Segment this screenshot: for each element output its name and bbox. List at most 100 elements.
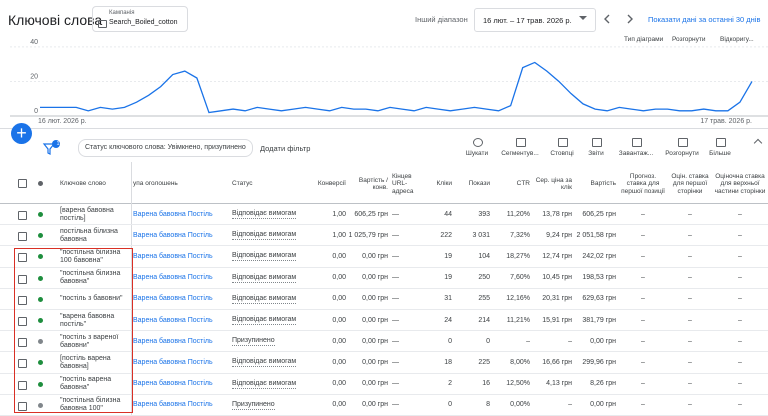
metric-cell: 15,91 грн bbox=[532, 310, 572, 331]
chart-tab[interactable]: Тип діаграми bbox=[624, 36, 664, 43]
ad-group-cell[interactable]: Варена бавовна Постіль bbox=[133, 246, 228, 267]
column-header[interactable]: Вартість bbox=[590, 180, 616, 188]
toolbar-label[interactable]: Розгорнути bbox=[665, 150, 699, 157]
ad-group-cell-text[interactable]: Варена бавовна Постіль bbox=[133, 210, 213, 218]
metric-cell-text: 20,31 грн bbox=[542, 295, 572, 303]
chart-tab[interactable]: Відкоригу... bbox=[720, 36, 754, 43]
row-checkbox[interactable] bbox=[18, 359, 27, 369]
status-cell[interactable]: Відповідає вимогам bbox=[232, 289, 308, 310]
add-button[interactable]: + bbox=[11, 123, 32, 144]
column-header[interactable]: Покази bbox=[468, 180, 490, 188]
status-cell-text[interactable]: Відповідає вимогам bbox=[232, 231, 297, 241]
ad-group-cell-text[interactable]: Варена бавовна Постіль bbox=[133, 337, 213, 345]
toolbar-label[interactable]: Завантаж... bbox=[618, 150, 654, 157]
metric-cell-text: 0,00 bbox=[332, 358, 346, 366]
collapse-icon[interactable] bbox=[753, 138, 763, 148]
column-header[interactable]: Сер. ціна за клік bbox=[535, 176, 572, 192]
metric-cell-text: – bbox=[738, 358, 742, 366]
row-checkbox[interactable] bbox=[18, 317, 27, 326]
status-cell-text[interactable]: Відповідає вимогам bbox=[232, 316, 297, 326]
toolbar-label[interactable]: Шукати bbox=[465, 150, 489, 157]
status-cell-text[interactable]: Призупинено bbox=[232, 400, 275, 410]
ad-group-cell[interactable]: Варена бавовна Постіль bbox=[133, 395, 228, 416]
keyword-cell-text: "постільна білизна 100 бавовна" bbox=[60, 248, 121, 264]
status-cell[interactable]: Відповідає вимогам bbox=[232, 268, 308, 289]
metric-cell-text: – bbox=[641, 274, 645, 282]
ad-group-cell[interactable]: Варена бавовна Постіль bbox=[133, 268, 228, 289]
column-header[interactable]: Статус bbox=[232, 180, 253, 188]
status-cell-text[interactable]: Відповідає вимогам bbox=[232, 379, 297, 389]
metric-cell: 10,45 грн bbox=[532, 268, 572, 289]
period-arrows[interactable] bbox=[600, 12, 640, 26]
prev-arrow[interactable] bbox=[604, 14, 610, 24]
toolbar-label[interactable]: Стовпці bbox=[550, 150, 574, 157]
ad-group-cell-text[interactable]: Варена бавовна Постіль bbox=[133, 274, 213, 282]
metric-cell: – bbox=[620, 246, 666, 267]
ad-group-cell-text[interactable]: Варена бавовна Постіль bbox=[133, 231, 213, 239]
filter-chip[interactable]: Статус ключового слова: Увімкнено, призу… bbox=[78, 139, 253, 157]
chart-tab[interactable]: Розгорнути bbox=[672, 36, 706, 43]
column-header[interactable]: Кліки bbox=[436, 180, 453, 188]
ad-group-cell[interactable]: Варена бавовна Постіль bbox=[133, 331, 228, 352]
metric-cell-text: — bbox=[392, 401, 399, 409]
status-cell[interactable]: Відповідає вимогам bbox=[232, 204, 308, 225]
column-header[interactable]: Прогноз. ставка для першої позиції bbox=[621, 172, 665, 195]
ad-group-cell[interactable]: Варена бавовна Постіль bbox=[133, 310, 228, 331]
status-cell[interactable]: Призупинено bbox=[232, 395, 308, 416]
column-header[interactable]: Конверсії bbox=[317, 180, 346, 188]
ad-group-cell-text[interactable]: Варена бавовна Постіль bbox=[133, 401, 213, 409]
toolbar-label[interactable]: Більше bbox=[709, 150, 731, 157]
status-cell-text[interactable]: Відповідає вимогам bbox=[232, 273, 297, 283]
status-cell-text[interactable]: Призупинено bbox=[232, 337, 275, 347]
column-header[interactable]: Оціночна ставка для верхньої частини сто… bbox=[714, 172, 766, 195]
row-checkbox[interactable] bbox=[18, 338, 27, 348]
next-arrow[interactable] bbox=[627, 14, 633, 24]
row-checkbox[interactable] bbox=[18, 232, 27, 242]
ad-group-cell[interactable]: Варена бавовна Постіль bbox=[133, 289, 228, 310]
status-cell[interactable]: Відповідає вимогам bbox=[232, 374, 308, 395]
column-header[interactable]: Оцін. ставка для першої сторінки bbox=[671, 172, 709, 195]
last-30-link[interactable]: Показати дані за останні 30 днів bbox=[648, 15, 761, 24]
column-header[interactable]: Ключове слово bbox=[60, 180, 106, 188]
ad-group-cell-text[interactable]: Варена бавовна Постіль bbox=[133, 316, 213, 324]
ad-group-cell-text[interactable]: Варена бавовна Постіль bbox=[133, 252, 213, 260]
add-filter[interactable]: Додати фільтр bbox=[260, 144, 311, 153]
ad-group-cell[interactable]: Варена бавовна Постіль bbox=[133, 204, 228, 225]
status-cell-text[interactable]: Відповідає вимогам bbox=[232, 210, 297, 220]
status-cell[interactable]: Призупинено bbox=[232, 331, 308, 352]
row-checkbox[interactable] bbox=[18, 211, 27, 220]
row-checkbox[interactable] bbox=[18, 274, 27, 284]
metric-cell: – bbox=[668, 374, 712, 395]
metric-cell: 24 bbox=[424, 310, 452, 331]
column-header[interactable]: Кінцев URL-адреса bbox=[392, 172, 414, 195]
ad-group-cell[interactable]: Варена бавовна Постіль bbox=[133, 352, 228, 373]
ad-group-cell-text[interactable]: Варена бавовна Постіль bbox=[133, 380, 213, 388]
row-checkbox[interactable] bbox=[18, 295, 27, 305]
header-checkbox[interactable] bbox=[18, 179, 27, 188]
date-dropdown[interactable]: 16 лют. – 17 трав. 2026 р. bbox=[474, 8, 596, 32]
column-header[interactable]: CTR bbox=[516, 180, 530, 188]
metric-cell: – bbox=[714, 310, 766, 331]
status-cell[interactable]: Відповідає вимогам bbox=[232, 352, 308, 373]
row-checkbox[interactable] bbox=[18, 253, 27, 263]
ad-group-cell[interactable]: Варена бавовна Постіль bbox=[133, 374, 228, 395]
toolbar-label[interactable]: Сегментув... bbox=[501, 150, 539, 157]
column-header[interactable]: упа оголошень bbox=[133, 180, 178, 188]
ad-group-cell-text[interactable]: Варена бавовна Постіль bbox=[133, 295, 213, 303]
metric-cell-text: – bbox=[688, 358, 692, 366]
status-cell-text[interactable]: Відповідає вимогам bbox=[232, 358, 297, 368]
status-cell-text[interactable]: Відповідає вимогам bbox=[232, 294, 297, 304]
ad-group-cell-text[interactable]: Варена бавовна Постіль bbox=[133, 358, 213, 366]
status-cell[interactable]: Відповідає вимогам bbox=[232, 246, 308, 267]
status-cell[interactable]: Відповідає вимогам bbox=[232, 225, 308, 246]
ad-group-cell[interactable]: Варена бавовна Постіль bbox=[133, 225, 228, 246]
column-header[interactable]: Вартість / конв. bbox=[358, 176, 388, 192]
status-cell[interactable]: Відповідає вимогам bbox=[232, 310, 308, 331]
row-checkbox[interactable] bbox=[18, 380, 27, 390]
table: Ключове слово упа оголошень Статус Конверсі… bbox=[0, 162, 768, 416]
status-cell-text[interactable]: Відповідає вимогам bbox=[232, 252, 297, 262]
row-checkbox[interactable] bbox=[18, 401, 27, 411]
toolbar-label[interactable]: Звіти bbox=[588, 150, 604, 157]
campaign-chip[interactable]: Кампанія Search_Boiled_cotton bbox=[92, 6, 188, 32]
filter-icon[interactable] bbox=[42, 140, 62, 156]
